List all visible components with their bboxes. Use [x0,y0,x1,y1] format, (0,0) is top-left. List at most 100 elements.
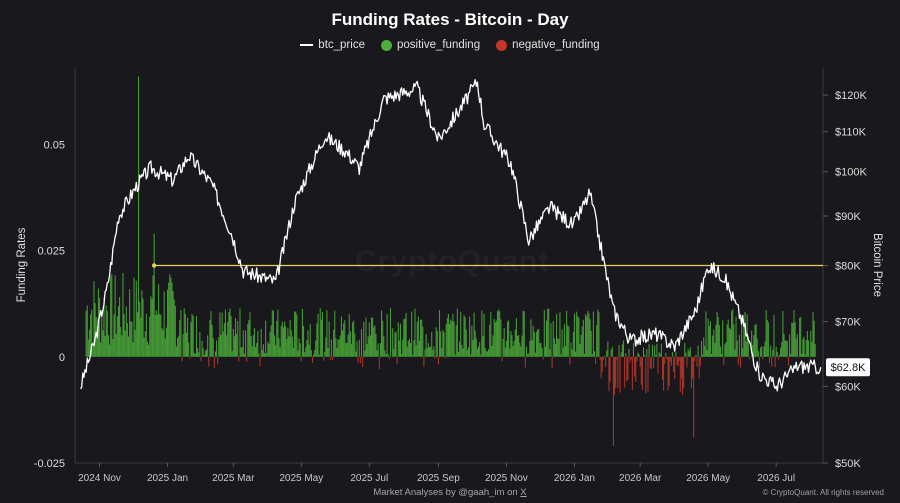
negative-funding-bar [692,356,694,379]
negative-funding-bar [311,356,313,364]
negative-funding-bar [677,356,679,367]
positive-funding-bar [135,280,137,357]
positive-funding-bar [224,309,227,357]
positive-funding-bar [471,325,473,357]
positive-funding-bar [544,346,546,357]
positive-funding-bar [302,325,305,357]
positive-funding-bar [784,340,786,357]
positive-funding-bar [586,316,588,357]
positive-funding-bar [427,342,429,357]
negative-funding-bar [777,356,779,360]
negative-funding-bar [645,356,647,394]
positive-funding-bar [452,313,454,357]
positive-funding-bar [172,291,174,357]
positive-funding-bar [435,327,437,357]
positive-funding-bar [270,325,272,357]
positive-funding-bar [642,347,645,357]
positive-funding-bar [158,284,160,357]
copyright-notice: © CryptoQuant. All rights reserved [762,488,885,497]
positive-funding-bar [671,352,674,357]
positive-funding-bar [188,342,190,357]
positive-funding-bar [231,351,233,357]
positive-funding-bar [241,346,243,357]
positive-funding-bar [216,340,218,357]
positive-funding-bar [265,320,267,357]
right-tick-label: $120K [835,90,867,102]
positive-funding-bar [733,324,735,357]
positive-funding-bar [234,318,237,357]
positive-funding-bar [203,354,205,357]
positive-funding-bar [355,351,357,357]
positive-funding-bar [240,347,242,357]
legend-item-negative-funding[interactable]: negative_funding [496,39,600,51]
positive-funding-bar [173,299,175,357]
positive-funding-bar [543,309,545,357]
positive-funding-bar [296,314,298,357]
positive-funding-bar [610,349,612,357]
positive-funding-bar [280,325,282,357]
positive-funding-bar [753,335,755,357]
positive-funding-bar [406,346,408,357]
legend-item-positive-funding[interactable]: positive_funding [380,39,480,51]
negative-funding-bar [739,356,742,368]
positive-funding-bar [504,347,506,357]
negative-funding-bar [391,356,393,358]
positive-funding-bar [314,350,316,357]
positive-funding-bar [474,330,476,357]
positive-funding-bar [498,309,500,357]
positive-funding-bar [88,329,91,357]
negative-funding-bar [664,356,666,365]
positive-funding-bar [548,308,550,357]
positive-funding-bar [140,317,142,357]
negative-funding-bar [627,356,629,380]
positive-funding-bar [262,344,264,357]
positive-funding-bar [142,298,144,357]
positive-funding-bar [606,350,608,357]
positive-funding-bar [637,352,639,357]
negative-funding-bar [649,356,651,369]
negative-funding-bar [679,356,681,392]
positive-funding-bar [812,312,814,357]
footer-platform-link[interactable]: X [520,487,527,498]
positive-funding-bar [121,335,123,357]
positive-funding-bar [294,311,296,357]
positive-funding-bar [470,354,472,357]
positive-funding-bar [472,340,474,357]
positive-funding-bar [418,340,421,357]
positive-funding-bar [515,318,517,357]
positive-funding-bar [577,316,579,357]
positive-funding-bar [125,306,127,357]
positive-funding-bar [760,347,762,357]
legend-item-btc-price[interactable]: btc_price [300,39,365,51]
positive-funding-bar [393,349,395,357]
negative-funding-bar [323,356,325,361]
negative-funding-bar [696,356,698,367]
negative-funding-bar [437,356,439,365]
positive-funding-bar [687,348,689,357]
positive-funding-bar [675,351,677,357]
positive-funding-bar [517,335,519,357]
positive-funding-bar [781,342,783,357]
positive-funding-bar [534,352,536,357]
positive-funding-bar [166,289,169,357]
positive-funding-bar [93,281,95,357]
positive-funding-bar [408,338,410,357]
negative-funding-bar [624,356,626,388]
negative-funding-bar [639,356,641,367]
positive-funding-bar [632,343,635,357]
positive-funding-bar [688,351,690,357]
positive-funding-bar [773,314,775,357]
positive-funding-bar [333,329,335,357]
negative-funding-bar [238,356,240,362]
positive-funding-bar [315,340,317,357]
positive-funding-bar [415,344,417,357]
positive-funding-bar [724,344,726,357]
positive-funding-bar [295,311,297,357]
positive-funding-bar [403,319,405,357]
negative-funding-bar [331,356,334,361]
positive-funding-bar [651,344,653,357]
positive-funding-bar [85,310,87,357]
positive-funding-bar [763,346,765,357]
positive-funding-bar [193,352,195,357]
chart-legend: btc_price positive_funding negative_fund… [0,39,900,51]
